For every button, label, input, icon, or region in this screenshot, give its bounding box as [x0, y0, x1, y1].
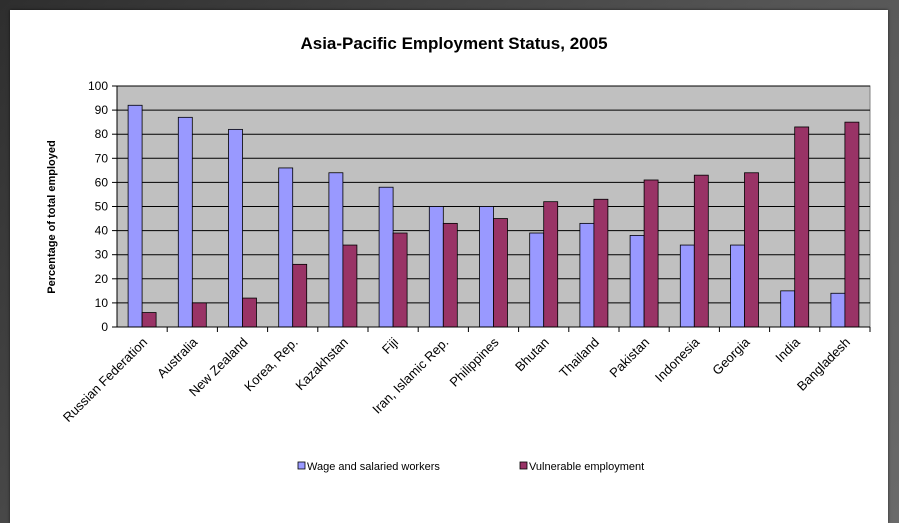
- legend-swatch: [297, 461, 306, 470]
- bar-wage: [127, 104, 143, 328]
- x-tick-label: Bhutan: [512, 335, 552, 375]
- y-tick-label: 20: [95, 272, 109, 286]
- bar-wage: [428, 206, 444, 328]
- bar-wage: [579, 222, 595, 328]
- bar-vulnerable: [794, 126, 810, 328]
- bar-vulnerable: [543, 201, 559, 328]
- bar-vulnerable: [744, 172, 759, 328]
- bar-wage: [378, 186, 394, 328]
- y-tick-label: 30: [95, 248, 109, 262]
- bar-wage: [629, 235, 645, 328]
- legend-swatch: [519, 461, 528, 470]
- x-tick-label: Bangladesh: [794, 335, 853, 394]
- x-tick-label: Kazakhstan: [292, 335, 351, 394]
- bar-vulnerable: [392, 232, 408, 328]
- y-tick-label: 100: [88, 79, 108, 93]
- bar-wage: [479, 206, 494, 328]
- chart-title: Asia-Pacific Employment Status, 2005: [300, 34, 607, 53]
- bar-vulnerable: [593, 198, 609, 328]
- y-tick-label: 0: [101, 320, 108, 334]
- bar-chart: Asia-Pacific Employment Status, 2005 Per…: [46, 34, 871, 473]
- x-tick-label: Philippines: [447, 334, 502, 389]
- legend-label: Vulnerable employment: [529, 461, 644, 473]
- x-tick-label: India: [772, 334, 803, 365]
- bars: [127, 104, 860, 328]
- y-tick-label: 50: [95, 200, 109, 214]
- bar-wage: [679, 244, 695, 328]
- bar-vulnerable: [292, 263, 308, 328]
- x-tick-label: Russian Federation: [60, 335, 150, 425]
- bar-vulnerable: [442, 222, 458, 328]
- y-tick-label: 70: [95, 151, 109, 165]
- legend-label: Wage and salaried workers: [307, 461, 440, 473]
- x-tick-label: Georgia: [709, 334, 753, 378]
- y-tick-label: 60: [95, 175, 109, 189]
- bar-vulnerable: [693, 174, 709, 328]
- x-tick-label: Pakistan: [606, 335, 652, 381]
- bar-wage: [529, 232, 545, 328]
- bar-wage: [730, 244, 745, 328]
- x-tick-label: Fiji: [379, 334, 401, 356]
- bar-vulnerable: [242, 297, 257, 328]
- bar-wage: [177, 116, 193, 328]
- x-tick-label: Thailand: [556, 335, 602, 381]
- bar-vulnerable: [342, 244, 358, 328]
- legend: Wage and salaried workers Vulnerable empl…: [297, 461, 644, 473]
- y-tick-label: 80: [95, 127, 109, 141]
- bar-wage: [830, 292, 846, 328]
- bar-wage: [278, 167, 294, 328]
- bar-wage: [328, 172, 344, 328]
- y-tick-label: 10: [95, 296, 109, 310]
- y-axis-label: Percentage of total employed: [46, 140, 58, 293]
- x-tick-label: Australia: [154, 334, 201, 381]
- bar-vulnerable: [493, 218, 508, 328]
- bar-vulnerable: [643, 179, 659, 328]
- chart-slide: Asia-Pacific Employment Status, 2005 Per…: [10, 10, 888, 523]
- bar-wage: [780, 290, 796, 328]
- bar-vulnerable: [844, 121, 860, 328]
- bar-vulnerable: [191, 302, 207, 328]
- x-tick-label: Indonesia: [652, 334, 703, 385]
- bar-wage: [228, 128, 243, 328]
- bar-vulnerable: [141, 312, 157, 328]
- y-tick-label: 90: [95, 103, 109, 117]
- y-tick-label: 40: [95, 224, 109, 238]
- x-tick-label: Korea, Rep.: [241, 335, 301, 395]
